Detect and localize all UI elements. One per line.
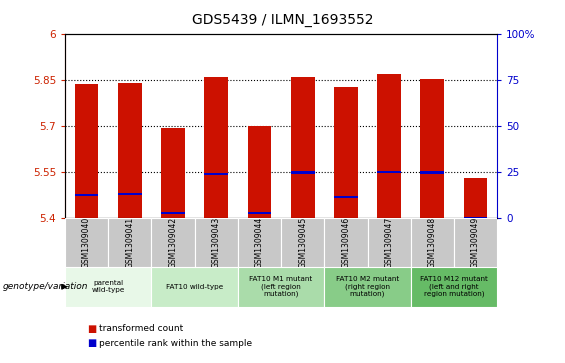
Text: GSM1309040: GSM1309040 (82, 217, 91, 268)
Bar (464, 178, 488, 218)
Text: GSM1309045: GSM1309045 (298, 217, 307, 268)
Bar (151, 267, 238, 307)
Text: GSM1309047: GSM1309047 (385, 217, 394, 268)
Bar (118, 193, 142, 195)
Bar (281, 218, 324, 267)
Text: percentile rank within the sample: percentile rank within the sample (99, 339, 252, 347)
Bar (75, 194, 98, 196)
Bar (367, 218, 411, 267)
Text: GSM1309043: GSM1309043 (212, 217, 221, 268)
Bar (65, 267, 151, 307)
Text: GSM1309044: GSM1309044 (255, 217, 264, 268)
Bar (420, 79, 444, 218)
Text: FAT10 M1 mutant
(left region
mutation): FAT10 M1 mutant (left region mutation) (250, 276, 312, 297)
Bar (324, 267, 411, 307)
Bar (75, 84, 98, 218)
Bar (420, 171, 444, 174)
Text: GSM1309048: GSM1309048 (428, 217, 437, 268)
Bar (247, 212, 271, 215)
Bar (108, 218, 151, 267)
Text: GSM1309042: GSM1309042 (168, 217, 177, 268)
Bar (377, 171, 401, 173)
Text: ■: ■ (88, 338, 97, 348)
Text: parental
wild-type: parental wild-type (92, 280, 125, 293)
Bar (334, 87, 358, 218)
Text: ■: ■ (88, 323, 97, 334)
Text: GSM1309049: GSM1309049 (471, 217, 480, 268)
Text: FAT10 M12 mutant
(left and right
region mutation): FAT10 M12 mutant (left and right region … (420, 276, 488, 297)
Bar (238, 218, 281, 267)
Bar (205, 77, 228, 218)
Bar (334, 196, 358, 198)
Bar (161, 212, 185, 215)
Bar (291, 171, 315, 174)
Bar (205, 173, 228, 175)
Text: GSM1309041: GSM1309041 (125, 217, 134, 268)
Text: transformed count: transformed count (99, 324, 183, 333)
Text: FAT10 M2 mutant
(right region
mutation): FAT10 M2 mutant (right region mutation) (336, 276, 399, 297)
Bar (324, 218, 368, 267)
Bar (291, 77, 315, 218)
Bar (238, 267, 324, 307)
Bar (118, 83, 142, 218)
Text: GSM1309046: GSM1309046 (341, 217, 350, 268)
Bar (411, 218, 454, 267)
Bar (151, 218, 194, 267)
Text: FAT10 wild-type: FAT10 wild-type (166, 284, 223, 290)
Bar (454, 218, 497, 267)
Bar (194, 218, 238, 267)
Text: GDS5439 / ILMN_1693552: GDS5439 / ILMN_1693552 (192, 13, 373, 27)
Bar (411, 267, 497, 307)
Bar (377, 74, 401, 218)
Text: genotype/variation: genotype/variation (3, 282, 88, 291)
Bar (247, 126, 271, 218)
Bar (161, 128, 185, 218)
Bar (464, 217, 488, 219)
Bar (65, 218, 108, 267)
